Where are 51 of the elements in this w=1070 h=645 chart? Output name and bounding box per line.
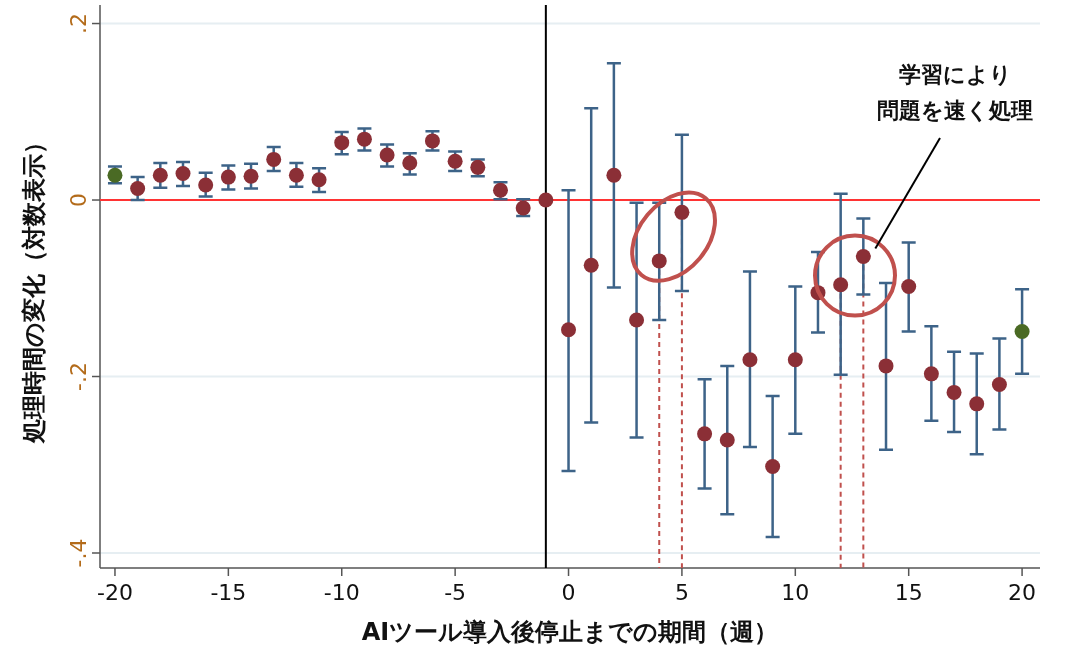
x-tick-label: -10 [323,580,360,605]
point [311,172,327,188]
point [266,151,282,167]
x-tick-label: -20 [97,580,133,605]
x-tick-label: 10 [781,580,810,605]
x-tick-label: -5 [444,580,467,605]
point [288,167,304,183]
y-tick-label: -.2 [66,362,91,391]
point [787,352,803,368]
point [901,279,917,294]
point [674,204,690,220]
point [878,358,894,374]
x-tick-label: 5 [674,580,689,605]
point [606,167,622,183]
point [198,177,214,193]
point [855,249,871,264]
point [833,277,849,293]
point [379,147,395,163]
point [356,131,372,147]
point [697,426,713,442]
annotation: 学習により [898,62,1012,87]
point [946,384,962,400]
x-tick-label: 15 [894,580,923,605]
x-tick-label: -15 [210,580,247,605]
point [969,396,985,412]
x-axis-title: AIツール導入後停止までの期間（週） [361,618,779,645]
point [629,312,645,328]
point [175,166,191,182]
point [1014,324,1030,340]
annotation: 問題を速く処理 [877,98,1033,123]
point [651,253,667,269]
point [583,257,599,273]
point [923,366,939,382]
point [243,168,259,184]
y-tick-label: .2 [66,13,91,35]
point [402,155,418,171]
point [719,432,735,448]
point [561,322,577,338]
y-tick-label: -.4 [66,538,91,568]
y-axis-title: 処理時間の変化（対数表示） [20,130,48,444]
point [130,181,146,197]
point [742,352,758,368]
point [152,167,168,183]
x-tick-label: 20 [1008,580,1037,605]
point [765,459,781,475]
x-tick-label: 0 [561,580,576,605]
y-tick-label: 0 [66,193,91,208]
point [991,376,1007,392]
point [538,192,554,208]
point [220,169,236,185]
point [334,135,350,151]
